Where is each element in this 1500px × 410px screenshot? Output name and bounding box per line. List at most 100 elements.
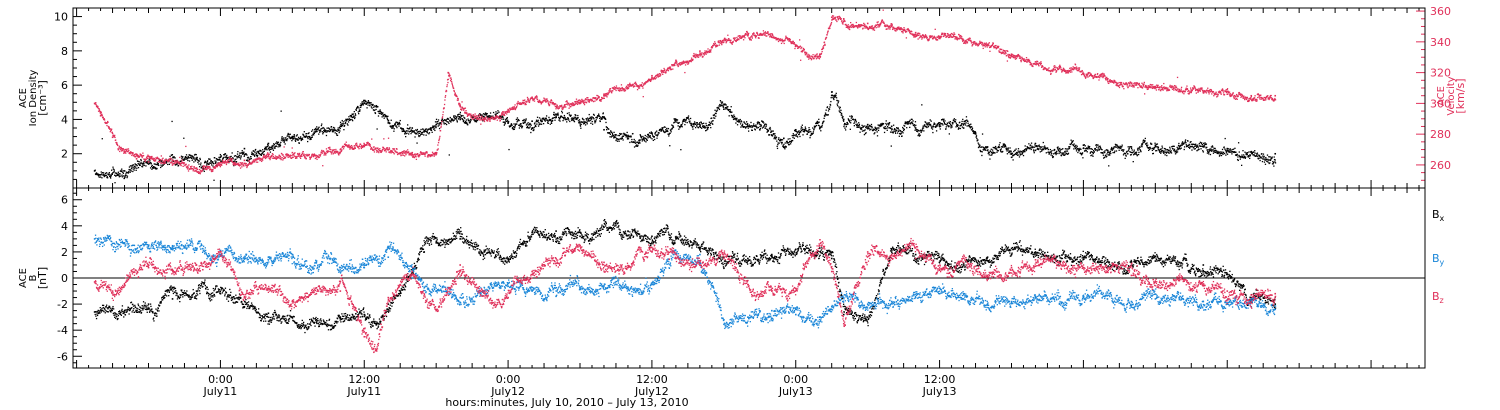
data-point: [1015, 148, 1017, 150]
data-point: [1058, 147, 1061, 150]
data-point: [228, 160, 230, 163]
data-point: [588, 120, 591, 122]
data-point: [997, 146, 999, 149]
data-point: [358, 107, 360, 109]
data-point: [97, 105, 99, 108]
data-point: [947, 122, 949, 125]
data-point: [547, 120, 549, 122]
data-point: [407, 128, 409, 130]
data-point: [182, 159, 185, 161]
data-point: [318, 130, 321, 132]
data-point: [759, 128, 761, 131]
data-point: [967, 120, 969, 123]
data-point: [526, 125, 529, 128]
data-point: [396, 151, 398, 153]
data-point: [460, 106, 462, 108]
data-point: [1061, 152, 1064, 154]
data-point: [126, 176, 128, 179]
data-point: [486, 113, 488, 115]
data-point: [445, 90, 447, 93]
data-point: [780, 139, 782, 142]
data-point: [1079, 147, 1081, 150]
data-point: [935, 126, 937, 128]
data-point: [786, 142, 788, 144]
data-point: [450, 118, 452, 120]
data-point: [498, 111, 500, 113]
data-point: [158, 160, 160, 162]
data-point: [1099, 146, 1102, 148]
data-point: [1230, 149, 1232, 152]
data-point: [1269, 159, 1272, 162]
data-point: [933, 123, 935, 126]
data-point: [391, 127, 393, 129]
data-point: [993, 146, 996, 149]
data-point: [447, 118, 450, 120]
data-point: [411, 155, 413, 157]
data-point: [286, 139, 288, 142]
data-point: [904, 122, 906, 125]
data-point: [798, 130, 800, 132]
data-point: [1150, 142, 1152, 144]
data-point: [261, 152, 264, 154]
data-point: [944, 123, 946, 125]
data-point: [768, 128, 771, 130]
data-point: [910, 118, 913, 120]
data-point: [1138, 151, 1140, 154]
data-point: [99, 110, 101, 113]
data-point: [316, 156, 319, 158]
data-point: [634, 140, 636, 142]
data-point: [358, 109, 360, 111]
data-point: [417, 154, 420, 157]
data-point: [1206, 149, 1208, 151]
data-point: [703, 122, 705, 124]
data-point: [962, 123, 964, 125]
data-point: [268, 157, 270, 159]
data-point: [237, 150, 239, 153]
data-point: [282, 138, 284, 140]
data-point: [979, 149, 981, 152]
data-point: [249, 162, 252, 164]
data-point: [861, 128, 863, 130]
data-point: [625, 136, 627, 138]
data-point: [419, 130, 422, 133]
data-point: [993, 151, 995, 154]
data-point: [114, 172, 117, 174]
data-point: [613, 137, 615, 139]
data-point: [99, 173, 101, 176]
data-point: [121, 168, 123, 170]
data-point: [336, 130, 338, 132]
data-point: [306, 153, 308, 156]
data-point: [1116, 144, 1118, 146]
data-point: [341, 123, 343, 125]
data-point: [969, 127, 972, 129]
data-point: [380, 151, 382, 154]
data-point: [807, 131, 810, 134]
data-point: [218, 159, 220, 161]
data-point: [646, 139, 648, 141]
data-point: [110, 177, 112, 179]
data-point: [983, 147, 985, 149]
data-point: [438, 139, 440, 142]
data-point: [598, 115, 600, 118]
data-point: [660, 129, 663, 132]
data-point: [842, 116, 844, 118]
data-point: [778, 142, 780, 144]
data-point: [435, 118, 438, 121]
data-point: [612, 134, 615, 137]
data-point: [602, 115, 604, 118]
data-point: [267, 142, 270, 145]
data-point: [1053, 153, 1055, 155]
data-point: [742, 125, 744, 128]
data-point: [151, 164, 153, 167]
data-point: [540, 118, 542, 120]
data-point: [359, 145, 361, 147]
data-point: [337, 127, 339, 129]
data-point: [200, 162, 202, 164]
data-point: [318, 154, 320, 156]
data-point: [732, 118, 735, 121]
data-point: [766, 128, 768, 130]
data-point: [920, 130, 923, 132]
data-point: [217, 162, 220, 165]
data-point: [250, 163, 252, 165]
data-point: [1022, 149, 1024, 152]
